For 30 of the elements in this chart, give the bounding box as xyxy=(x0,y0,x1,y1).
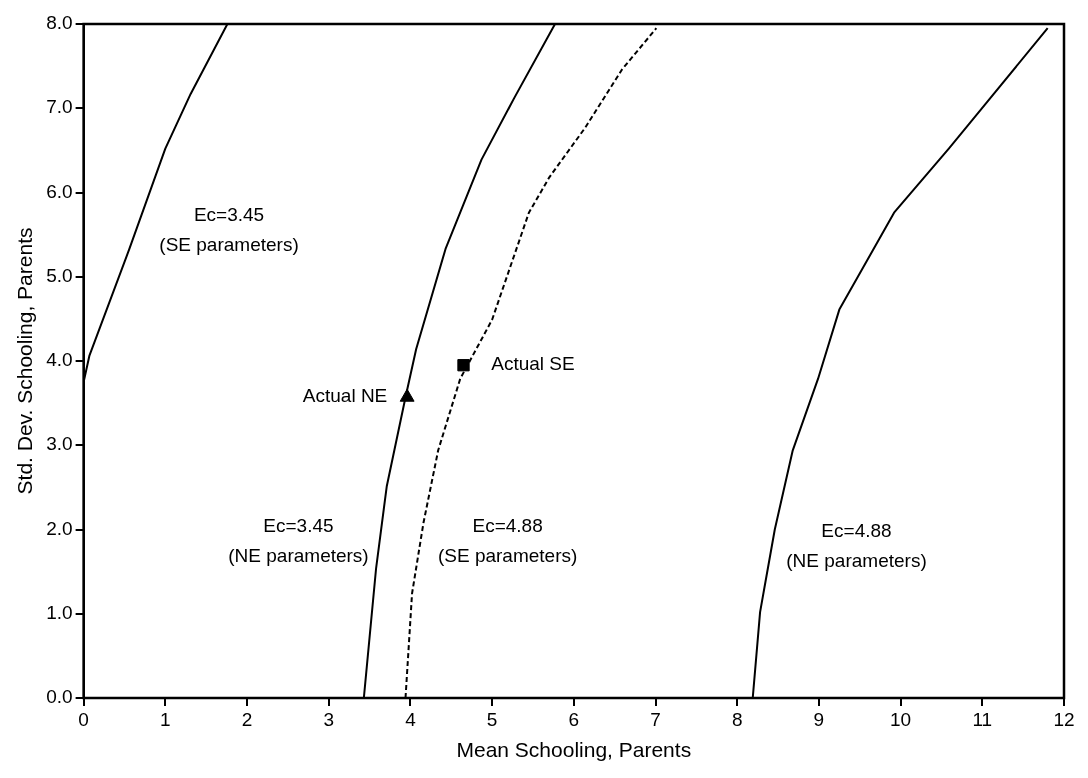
annotation: Ec=4.88 (NE parameters) xyxy=(786,519,927,571)
y-tick-label: 2.0 xyxy=(46,517,73,539)
x-tick-label: 9 xyxy=(813,708,825,730)
annotation: Ec=4.88 (SE parameters) xyxy=(437,514,578,566)
x-tick-label: 7 xyxy=(650,708,661,730)
x-tick-label: 1 xyxy=(160,708,171,730)
y-tick-label: 5.0 xyxy=(46,264,73,286)
annotation: Actual NE xyxy=(302,385,388,407)
x-tick-label: 4 xyxy=(405,708,417,730)
x-tick-label: 5 xyxy=(486,708,498,730)
annotation: Actual SE xyxy=(491,353,575,375)
x-tick-label: 0 xyxy=(78,708,89,730)
y-tick-label: 0.0 xyxy=(46,686,73,708)
x-tick-label: 2 xyxy=(241,708,253,730)
y-tick-label: 1.0 xyxy=(46,601,73,623)
x-axis-title: Mean Schooling, Parents xyxy=(456,738,692,762)
x-tick-label: 8 xyxy=(731,708,743,730)
y-axis-title: Std. Dev. Schooling, Parents xyxy=(13,227,37,495)
y-tick-label: 3.0 xyxy=(46,433,73,455)
y-tick-label: 4.0 xyxy=(46,349,73,371)
annotation: Ec=3.45 (NE parameters) xyxy=(228,514,369,566)
annotation: Ec=3.45 (SE parameters) xyxy=(159,204,299,256)
x-tick-label: 6 xyxy=(568,708,580,730)
x-tick-label: 10 xyxy=(890,708,912,730)
y-tick-label: 8.0 xyxy=(46,12,73,34)
y-tick-label: 6.0 xyxy=(46,180,73,202)
y-tick-label: 7.0 xyxy=(46,96,73,118)
x-tick-label: 12 xyxy=(1053,708,1075,730)
x-tick-label: 11 xyxy=(972,708,993,730)
x-tick-label: 3 xyxy=(323,708,334,730)
